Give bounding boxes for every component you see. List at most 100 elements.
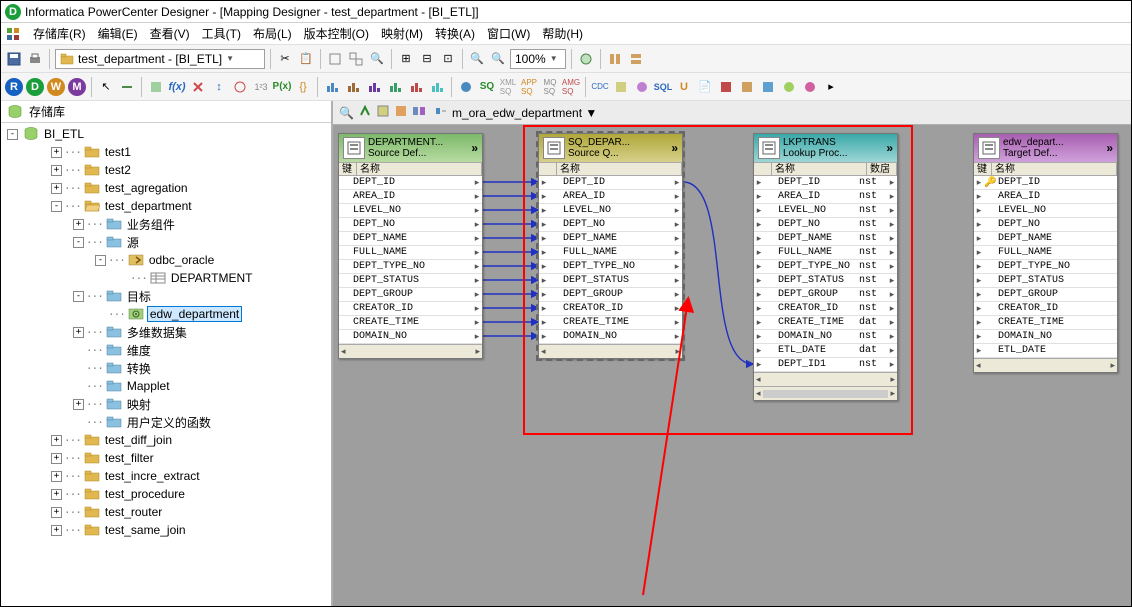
tb-icon[interactable]	[189, 78, 207, 96]
ct-icon[interactable]	[434, 104, 448, 121]
port-row[interactable]: AREA_ID▸	[339, 190, 482, 204]
port-row[interactable]: DEPT_NO▸	[339, 218, 482, 232]
tb-icon[interactable]	[457, 78, 475, 96]
transformation-box[interactable]: edw_depart...Target Def...»键名称▸🔑DEPT_ID▸…	[973, 133, 1118, 373]
tree-item[interactable]: +···多维数据集	[1, 323, 331, 341]
tb-icon[interactable]	[627, 50, 645, 68]
ct-icon[interactable]: 🔍	[339, 106, 354, 120]
box-hscrollbar[interactable]: ◂▸	[754, 386, 897, 400]
mapping-combo[interactable]: test_department - [BI_ETL] ▼	[55, 49, 265, 69]
port-row[interactable]: ▸LEVEL_NO▸	[539, 204, 682, 218]
zoom-out-icon[interactable]: 🔍	[489, 50, 507, 68]
port-row[interactable]: ▸ETL_DATE	[974, 344, 1117, 358]
tree-item[interactable]: +···test2	[1, 161, 331, 179]
pointer-icon[interactable]: ↖	[97, 78, 115, 96]
tree-item[interactable]: +···test_procedure	[1, 485, 331, 503]
tree-root[interactable]: -BI_ETL	[1, 125, 331, 143]
expand-icon[interactable]: »	[1106, 141, 1113, 155]
tb-icon[interactable]: MQSQ	[541, 78, 559, 96]
tree-item[interactable]: ···edw_department	[1, 305, 331, 323]
tb-icon[interactable]	[633, 78, 651, 96]
tb-icon[interactable]	[738, 78, 756, 96]
expand-icon[interactable]: »	[471, 141, 478, 155]
port-row[interactable]: ▸CREATOR_IDnst▸	[754, 302, 897, 316]
transformation-box[interactable]: SQ_DEPAR...Source Q...»名称▸DEPT_ID▸▸AREA_…	[538, 133, 683, 359]
tb-icon[interactable]	[606, 50, 624, 68]
box-header[interactable]: edw_depart...Target Def...»	[974, 134, 1117, 162]
print-icon[interactable]	[26, 50, 44, 68]
port-row[interactable]: ▸CREATE_TIME	[974, 316, 1117, 330]
port-row[interactable]: ▸DEPT_NOnst▸	[754, 218, 897, 232]
zoom-in-icon[interactable]: 🔍	[468, 50, 486, 68]
port-row[interactable]: ▸DOMAIN_NOnst▸	[754, 330, 897, 344]
port-row[interactable]: ▸FULL_NAMEnst▸	[754, 246, 897, 260]
tb-icon[interactable]: APPSQ	[520, 78, 538, 96]
tree-item[interactable]: +···映射	[1, 395, 331, 413]
port-row[interactable]: ▸DEPT_IDnst▸	[754, 176, 897, 190]
tree-item[interactable]: +···test_same_join	[1, 521, 331, 539]
box-scrollbar[interactable]: ◂▸	[754, 372, 897, 386]
tree-item[interactable]: -···源	[1, 233, 331, 251]
tb-icon[interactable]	[801, 78, 819, 96]
port-row[interactable]: ▸DEPT_STATUSnst▸	[754, 274, 897, 288]
tb-icon[interactable]: ✂	[276, 50, 294, 68]
port-row[interactable]: LEVEL_NO▸	[339, 204, 482, 218]
port-row[interactable]: ▸DEPT_GROUPnst▸	[754, 288, 897, 302]
port-row[interactable]: ▸AREA_ID▸	[539, 190, 682, 204]
tb-icon[interactable]: AMGSQ	[562, 78, 580, 96]
tool-r-icon[interactable]: R	[5, 78, 23, 96]
tree-item[interactable]: +···业务组件	[1, 215, 331, 233]
port-row[interactable]: ▸FULL_NAME	[974, 246, 1117, 260]
tree-item[interactable]: ···转换	[1, 359, 331, 377]
port-row[interactable]: ▸DEPT_STATUS	[974, 274, 1117, 288]
port-row[interactable]: FULL_NAME▸	[339, 246, 482, 260]
u-icon[interactable]: U	[675, 78, 693, 96]
port-row[interactable]: ▸AREA_IDnst▸	[754, 190, 897, 204]
tb-icon[interactable]: ⊟	[418, 50, 436, 68]
port-row[interactable]: ▸DOMAIN_NO	[974, 330, 1117, 344]
port-row[interactable]: DEPT_ID▸	[339, 176, 482, 190]
tree-item[interactable]: +···test_incre_extract	[1, 467, 331, 485]
port-row[interactable]: ▸AREA_ID	[974, 190, 1117, 204]
tree-item[interactable]: -···odbc_oracle	[1, 251, 331, 269]
zoom-combo[interactable]: 100%▼	[510, 49, 566, 69]
transformation-box[interactable]: LKPTRANSLookup Proc...»名称数扂▸DEPT_IDnst▸▸…	[753, 133, 898, 401]
tree-item[interactable]: ···维度	[1, 341, 331, 359]
repository-tree[interactable]: -BI_ETL+···test1+···test2+···test_agrega…	[1, 123, 331, 606]
port-row[interactable]: ▸DEPT_ID1nst▸	[754, 358, 897, 372]
save-icon[interactable]	[5, 50, 23, 68]
box-scrollbar[interactable]: ◂▸	[974, 358, 1117, 372]
tb-icon[interactable]	[344, 78, 362, 96]
tb-icon[interactable]	[326, 50, 344, 68]
menu-item[interactable]: 存储库(R)	[33, 25, 86, 42]
port-row[interactable]: ▸CREATE_TIME▸	[539, 316, 682, 330]
port-row[interactable]: ▸DEPT_NO	[974, 218, 1117, 232]
tb-icon[interactable]: XMLSQ	[499, 78, 517, 96]
sql-icon[interactable]: SQL	[654, 78, 672, 96]
box-header[interactable]: LKPTRANSLookup Proc...»	[754, 134, 897, 162]
port-row[interactable]: CREATE_TIME▸	[339, 316, 482, 330]
tree-item[interactable]: +···test_router	[1, 503, 331, 521]
menu-item[interactable]: 工具(T)	[202, 25, 241, 42]
tree-item[interactable]: -···目标	[1, 287, 331, 305]
tree-item[interactable]: +···test1	[1, 143, 331, 161]
menu-item[interactable]: 编辑(E)	[98, 25, 138, 42]
tb-icon[interactable]	[428, 78, 446, 96]
port-row[interactable]: ▸CREATOR_ID▸	[539, 302, 682, 316]
box-header[interactable]: SQ_DEPAR...Source Q...»	[539, 134, 682, 162]
menu-item[interactable]: 窗口(W)	[487, 25, 530, 42]
tb-icon[interactable]	[612, 78, 630, 96]
tb-icon[interactable]: ⊡	[439, 50, 457, 68]
link-icon[interactable]	[118, 78, 136, 96]
tb-icon[interactable]: 📋	[297, 50, 315, 68]
tb-icon[interactable]	[365, 78, 383, 96]
search-icon[interactable]: 🔍	[368, 50, 386, 68]
port-row[interactable]: ▸DEPT_NAMEnst▸	[754, 232, 897, 246]
port-row[interactable]: DOMAIN_NO▸	[339, 330, 482, 344]
port-row[interactable]: ▸DEPT_TYPE_NO▸	[539, 260, 682, 274]
tb-icon[interactable]	[347, 50, 365, 68]
port-row[interactable]: DEPT_TYPE_NO▸	[339, 260, 482, 274]
port-row[interactable]: DEPT_NAME▸	[339, 232, 482, 246]
box-header[interactable]: DEPARTMENT...Source Def...»	[339, 134, 482, 162]
port-row[interactable]: DEPT_GROUP▸	[339, 288, 482, 302]
